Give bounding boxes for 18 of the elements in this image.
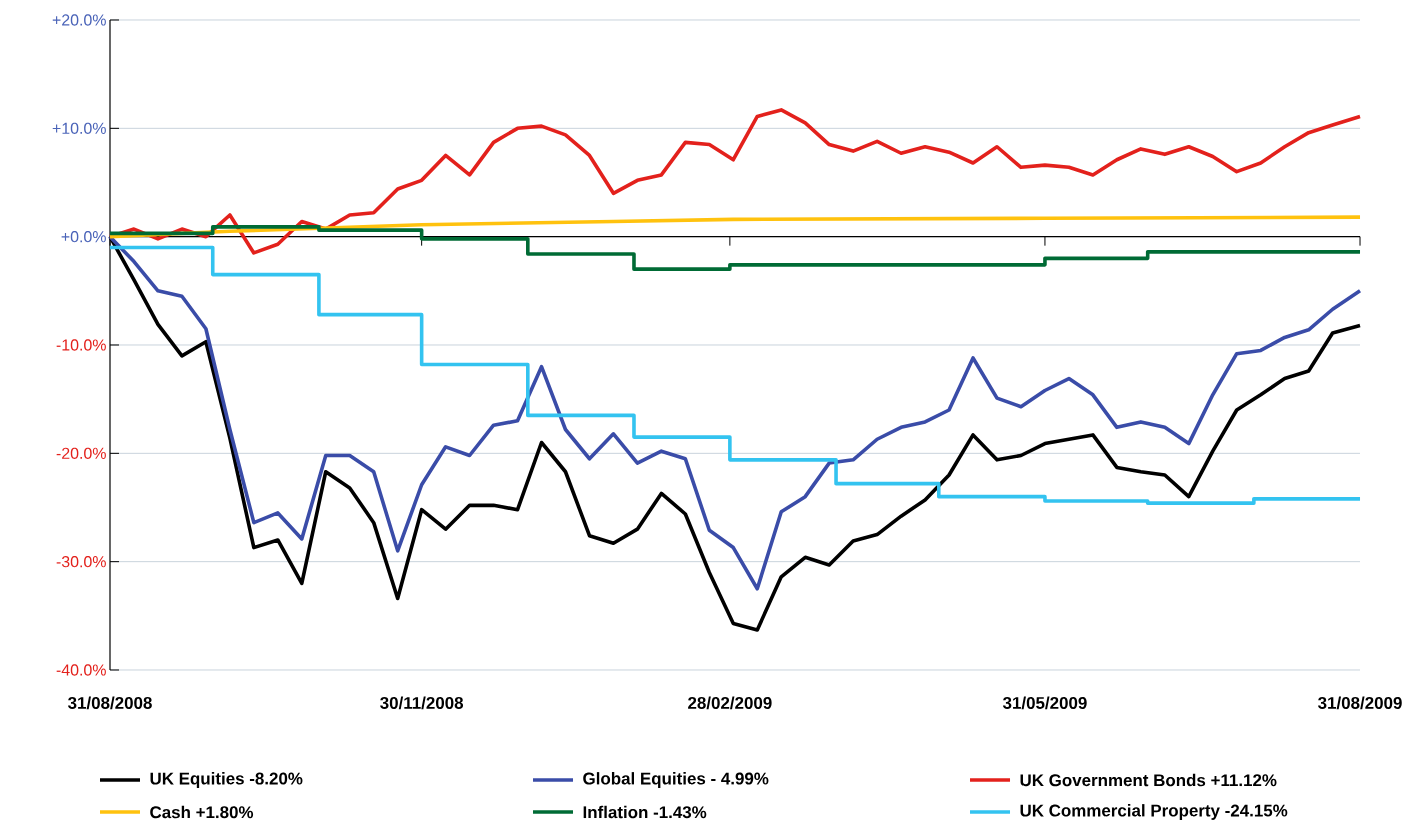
x-tick-label: 31/08/2009 — [1318, 696, 1402, 710]
y-tick-label: +20.0% — [52, 14, 106, 26]
x-tick-label: 30/11/2008 — [380, 696, 464, 710]
x-tick-label: 31/08/2008 — [68, 696, 152, 710]
y-tick-label: -30.0% — [56, 556, 106, 568]
legend-label: UK Government Bonds +11.12% — [1020, 773, 1277, 787]
y-tick-label: -40.0% — [56, 664, 106, 676]
x-tick-label: 28/02/2009 — [688, 696, 772, 710]
legend-label: Inflation -1.43% — [583, 805, 707, 819]
legend-label: UK Equities -8.20% — [150, 772, 303, 788]
legend-label: Global Equities - 4.99% — [583, 772, 769, 788]
legend-label: UK Commercial Property -24.15% — [1020, 804, 1288, 820]
y-tick-label: -10.0% — [56, 339, 106, 351]
y-tick-label: -20.0% — [56, 447, 106, 459]
y-tick-label: +10.0% — [52, 122, 106, 134]
y-tick-label: +0.0% — [61, 231, 106, 243]
x-tick-label: 31/05/2009 — [1002, 696, 1087, 710]
legend-label: Cash +1.80% — [150, 805, 254, 819]
